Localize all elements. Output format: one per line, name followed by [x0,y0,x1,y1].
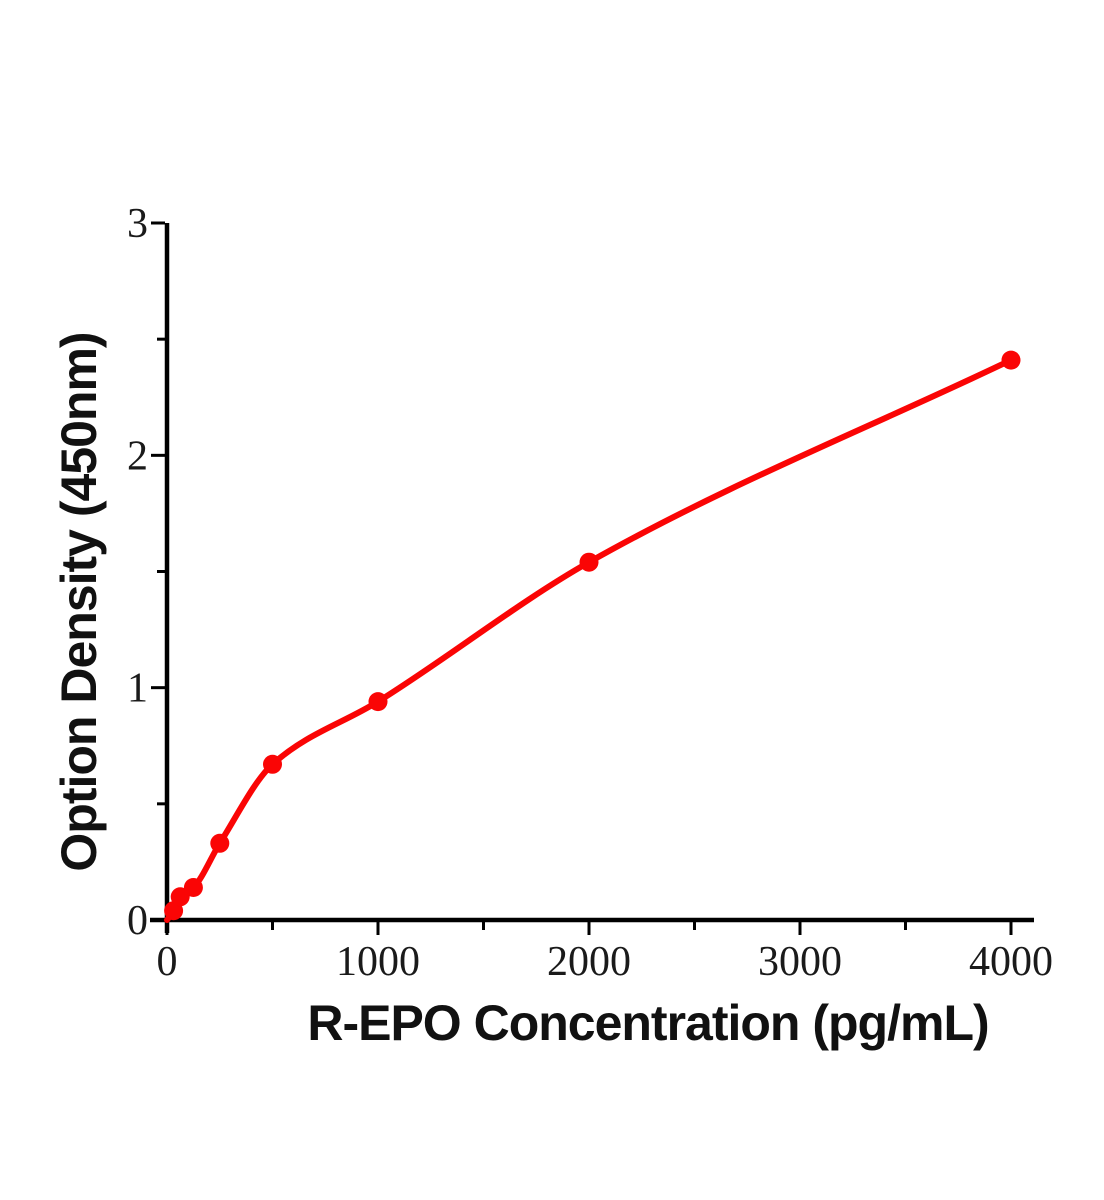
y-tick-label: 2 [127,433,148,479]
x-tick-label: 3000 [758,939,842,985]
axis-tick-labels: 0 1000 2000 3000 4000 0 1 2 3 [127,201,1053,985]
x-tick-label: 0 [157,939,178,985]
axes [150,223,1034,933]
data-points [164,350,1021,921]
x-tick-label: 1000 [336,939,420,985]
data-point [368,692,388,712]
axis-ticks [151,221,1013,935]
y-tick-label: 3 [127,201,148,247]
x-axis-title: R-EPO Concentration (pg/mL) [307,995,988,1051]
x-tick-label: 2000 [547,939,631,985]
fit-curve [164,357,1014,923]
y-tick-label: 1 [127,666,148,712]
data-point [579,552,599,572]
data-point [1001,350,1021,370]
data-point [183,878,203,897]
data-point [170,887,190,907]
x-tick-label: 4000 [969,939,1053,985]
y-axis-title: Option Density (450nm) [51,332,107,871]
data-point [263,754,282,774]
y-tick-label: 0 [127,898,148,944]
data-point [210,833,230,853]
